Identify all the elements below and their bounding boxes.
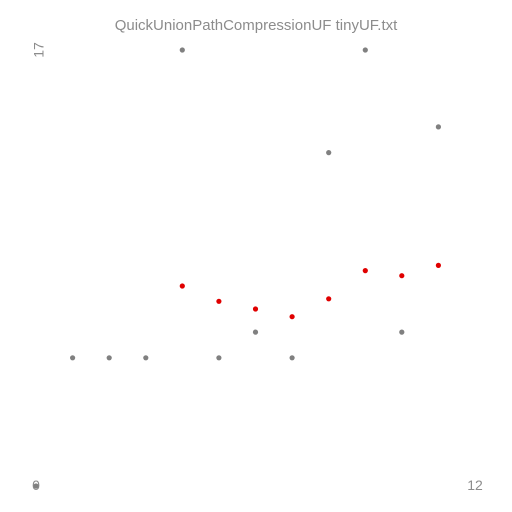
data-point-s0-11 xyxy=(435,124,441,130)
data-point-s0-8 xyxy=(326,150,332,156)
data-point-s0-5 xyxy=(216,355,222,361)
data-point-s0-7 xyxy=(289,355,295,361)
data-point-s0-2 xyxy=(106,355,112,361)
data-point-s0-0 xyxy=(33,483,39,489)
data-point-s0-10 xyxy=(399,329,405,335)
data-point-s1-1 xyxy=(216,298,222,304)
x-max-tick-label: 12 xyxy=(467,477,483,493)
data-point-s1-6 xyxy=(399,273,405,279)
data-point-s1-4 xyxy=(326,296,332,302)
data-point-s0-6 xyxy=(252,329,259,335)
data-point-s1-7 xyxy=(435,262,441,268)
data-points xyxy=(33,47,441,489)
data-point-s1-2 xyxy=(252,306,259,312)
data-point-s1-5 xyxy=(362,268,368,274)
data-point-s1-0 xyxy=(179,283,185,289)
chart-title: QuickUnionPathCompressionUF tinyUF.txt xyxy=(115,17,398,34)
data-point-s0-9 xyxy=(362,47,368,53)
y-max-tick-label: 17 xyxy=(31,42,47,58)
data-point-s0-4 xyxy=(179,47,185,53)
data-point-s1-3 xyxy=(289,314,295,320)
data-point-s0-1 xyxy=(70,355,76,361)
data-point-s0-3 xyxy=(143,355,149,361)
